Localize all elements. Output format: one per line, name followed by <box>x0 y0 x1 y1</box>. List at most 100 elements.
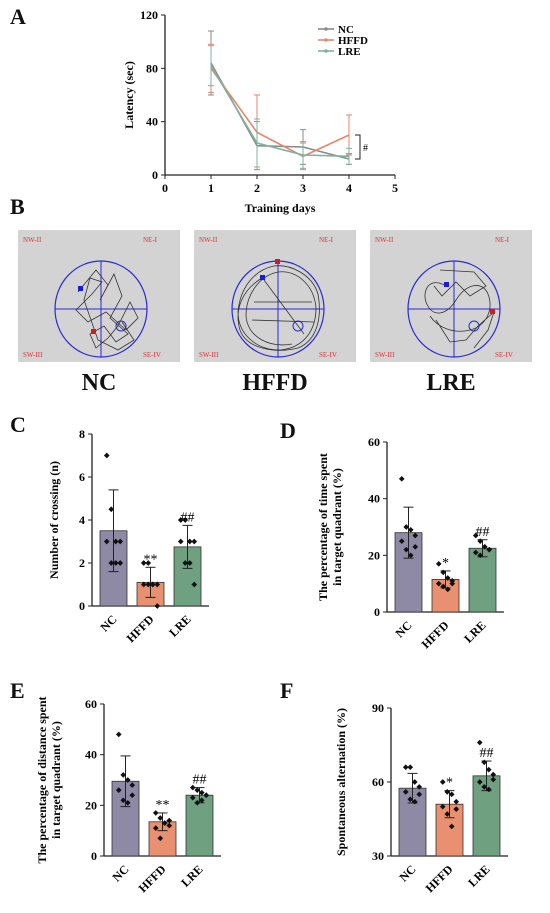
x-tick-label-nc: NC <box>109 862 131 884</box>
bar-lre <box>468 547 497 613</box>
quadrant-label-nw: NW-II <box>375 236 394 244</box>
significance-bracket <box>355 134 361 160</box>
legend-label-nc: NC <box>338 24 354 36</box>
x-tick-label: 5 <box>392 181 398 195</box>
significance-mark: * <box>446 776 453 791</box>
y-axis-title: Spontaneous alternation (%) <box>334 708 348 856</box>
y-tick-label: 6 <box>79 470 85 484</box>
significance-mark: ## <box>476 525 490 540</box>
quadrant-label-sw: SW-III <box>23 351 43 359</box>
y-tick-label: 120 <box>140 8 158 22</box>
panel-letter-b: B <box>10 194 25 219</box>
maze-trace-nc: NW-II NE-I SW-III SE-IV <box>18 230 180 362</box>
data-point <box>154 603 161 609</box>
y-axis-title: The percentage of distance spentin targe… <box>35 696 63 863</box>
end-marker <box>490 309 495 314</box>
data-point <box>194 787 201 793</box>
y-tick-label: 2 <box>79 556 85 570</box>
data-point <box>191 581 198 588</box>
x-tick-label-lre: LRE <box>166 612 193 639</box>
data-point <box>149 581 156 588</box>
data-point <box>411 779 418 785</box>
quadrant-label-ne: NE-I <box>143 236 158 244</box>
series-line-lre <box>210 65 350 158</box>
data-point <box>103 538 110 545</box>
x-tick-label: 1 <box>208 181 214 195</box>
data-point <box>407 764 414 771</box>
bar-lre <box>185 794 214 857</box>
y-tick-label: 0 <box>152 168 158 182</box>
data-point <box>444 575 451 581</box>
data-point <box>103 452 110 459</box>
data-point <box>108 506 115 513</box>
quadrant-label-sw: SW-III <box>199 351 219 359</box>
data-point <box>412 532 419 539</box>
data-point <box>177 538 184 545</box>
x-tick-label: 2 <box>254 181 260 195</box>
data-point <box>152 825 159 831</box>
significance-mark: * <box>442 556 449 571</box>
data-point <box>182 560 189 566</box>
x-tick-label-nc: NC <box>392 618 414 640</box>
x-tick-label-nc: NC <box>97 612 119 634</box>
distance-target-bar-chart: 0 20 40 60 The percentage of distance spenti… <box>35 696 221 895</box>
data-point <box>444 789 451 795</box>
y-tick-label: 60 <box>372 775 384 789</box>
data-point <box>108 560 115 566</box>
crossing-bar-chart: 0 2 4 6 8 Number of crossing (n) NC ** HFFD ## LRE <box>47 427 209 645</box>
x-tick-label: 4 <box>346 181 352 195</box>
panel-letter-d: D <box>280 418 296 443</box>
y-tick-label: 40 <box>368 492 380 506</box>
data-point <box>440 583 447 590</box>
end-marker <box>91 329 96 334</box>
data-point <box>398 476 405 482</box>
panel-letter-a: A <box>10 4 26 29</box>
x-axis-title: Training days <box>245 201 316 215</box>
data-point <box>453 798 460 805</box>
data-point <box>140 581 147 588</box>
significance-mark: ** <box>144 552 158 567</box>
start-marker <box>78 286 83 291</box>
significance-mark: ## <box>193 773 207 788</box>
significance-mark: # <box>363 143 368 154</box>
y-tick-label: 0 <box>91 849 97 863</box>
maze-trace-lre: NW-II NE-I SW-III SE-IV <box>370 230 532 362</box>
y-tick-label: 0 <box>79 599 85 613</box>
data-point <box>140 560 147 566</box>
series-line-hffd <box>210 67 350 158</box>
swim-path <box>237 265 320 351</box>
x-tick-label-lre: LRE <box>461 618 488 645</box>
spontaneous-alternation-bar-chart: 30 60 90 Spontaneous alternation (%) NC * HFFD… <box>334 701 508 895</box>
data-point <box>182 517 189 523</box>
y-axis-title: Latency (sec) <box>122 61 136 129</box>
significance-mark: ** <box>156 798 170 813</box>
quadrant-label-se: SE-IV <box>319 351 337 359</box>
x-tick-label-hffd: HFFD <box>136 862 169 895</box>
y-tick-label: 40 <box>146 115 158 129</box>
data-point <box>453 806 460 812</box>
data-point <box>439 779 446 785</box>
legend-label-hffd: HFFD <box>338 35 368 47</box>
y-tick-label: 90 <box>372 701 384 715</box>
data-point <box>117 538 124 545</box>
panel-letter-e: E <box>10 678 25 703</box>
data-point <box>157 835 164 842</box>
x-tick-label-hffd: HFFD <box>124 612 157 645</box>
quadrant-label-ne: NE-I <box>495 236 510 244</box>
legend-marker <box>324 27 328 31</box>
data-point <box>115 731 122 738</box>
y-tick-label: 80 <box>146 61 158 75</box>
data-point <box>154 581 161 588</box>
maze-trace-hffd: NW-II NE-I SW-III SE-IV <box>194 230 356 362</box>
swim-path <box>75 269 139 351</box>
data-point <box>115 787 122 793</box>
y-tick-label: 20 <box>85 798 97 812</box>
y-tick-label: 20 <box>368 548 380 562</box>
data-point <box>186 538 193 545</box>
data-point <box>112 538 119 545</box>
quadrant-label-se: SE-IV <box>495 351 513 359</box>
quadrant-label-nw: NW-II <box>199 236 218 244</box>
data-point <box>157 815 164 821</box>
x-tick-label-lre: LRE <box>178 862 205 889</box>
significance-mark: ## <box>181 510 195 525</box>
